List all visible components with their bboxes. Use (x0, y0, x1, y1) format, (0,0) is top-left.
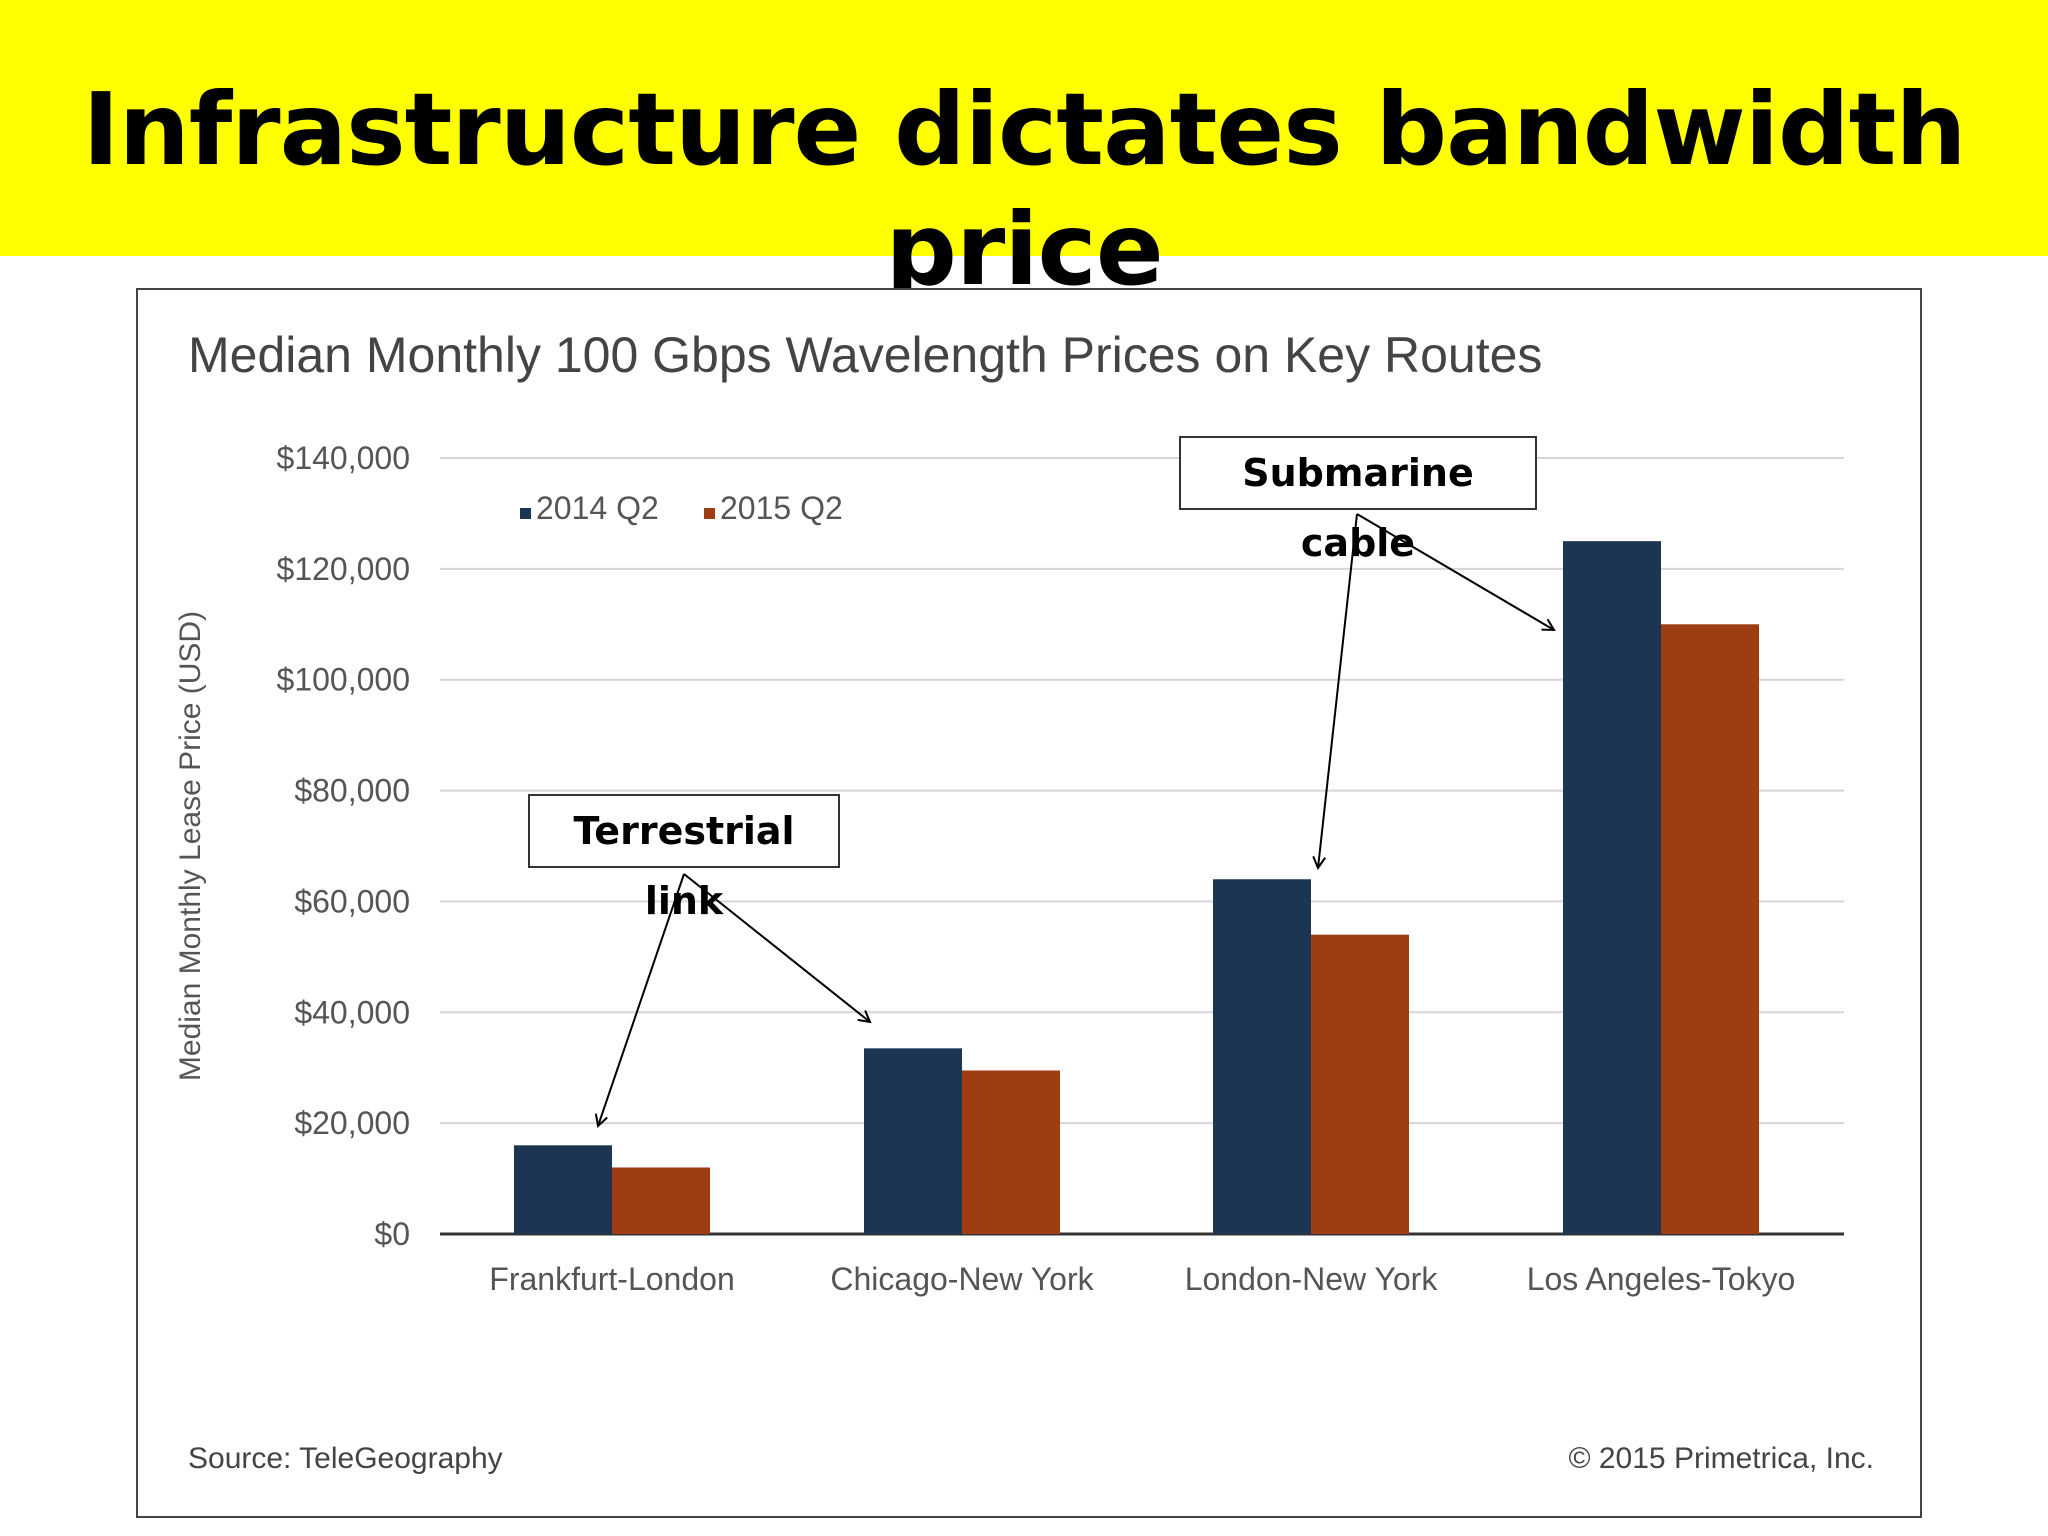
callout-arrow (683, 873, 870, 1022)
y-tick-label: $140,000 (277, 440, 410, 476)
bar-2015q2 (1311, 934, 1409, 1234)
legend-swatch (704, 508, 715, 519)
bar-2014q2 (1213, 879, 1311, 1234)
callout-arrow (1356, 513, 1554, 630)
terrestrial-link-label: Terrestrial link (573, 809, 795, 923)
bar-chart: Median Monthly 100 Gbps Wavelength Price… (174, 327, 1874, 1475)
bar-2014q2 (864, 1048, 962, 1234)
source-note: Source: TeleGeography (188, 1442, 503, 1475)
x-tick-label: London-New York (1185, 1261, 1439, 1297)
title-banner (0, 0, 2048, 256)
bar-2015q2 (962, 1070, 1060, 1234)
bar-2014q2 (514, 1145, 612, 1234)
bar-2015q2 (612, 1167, 710, 1234)
bar-2015q2 (1661, 624, 1759, 1234)
x-tick-label: Chicago-New York (830, 1261, 1094, 1297)
legend-swatch (520, 508, 531, 519)
chart-title: Median Monthly 100 Gbps Wavelength Price… (188, 327, 1542, 383)
y-tick-label: $40,000 (294, 994, 410, 1030)
submarine-cable-label: Submarine cable (1242, 451, 1474, 565)
y-tick-label: $0 (374, 1216, 410, 1252)
x-tick-label: Los Angeles-Tokyo (1527, 1261, 1796, 1297)
legend-label: 2014 Q2 (536, 490, 659, 526)
callout-arrow (1318, 513, 1358, 868)
y-tick-label: $80,000 (294, 773, 410, 809)
submarine-cable-callout: Submarine cable (1179, 436, 1537, 565)
y-tick-label: $60,000 (294, 883, 410, 919)
terrestrial-link-callout: Terrestrial link (528, 794, 840, 923)
y-tick-label: $100,000 (277, 662, 410, 698)
y-axis-label: Median Monthly Lease Price (USD) (174, 611, 207, 1081)
y-tick-label: $20,000 (294, 1105, 410, 1141)
slide-title: Infrastructure dictates bandwidth price (82, 71, 1966, 308)
copyright-note: © 2015 Primetrica, Inc. (1568, 1442, 1874, 1475)
bar-2014q2 (1563, 541, 1661, 1234)
y-tick-label: $120,000 (277, 551, 410, 587)
x-tick-label: Frankfurt-London (489, 1261, 734, 1297)
legend-label: 2015 Q2 (720, 490, 843, 526)
callout-arrow (598, 873, 685, 1126)
chart-frame: Median Monthly 100 Gbps Wavelength Price… (136, 288, 1922, 1518)
